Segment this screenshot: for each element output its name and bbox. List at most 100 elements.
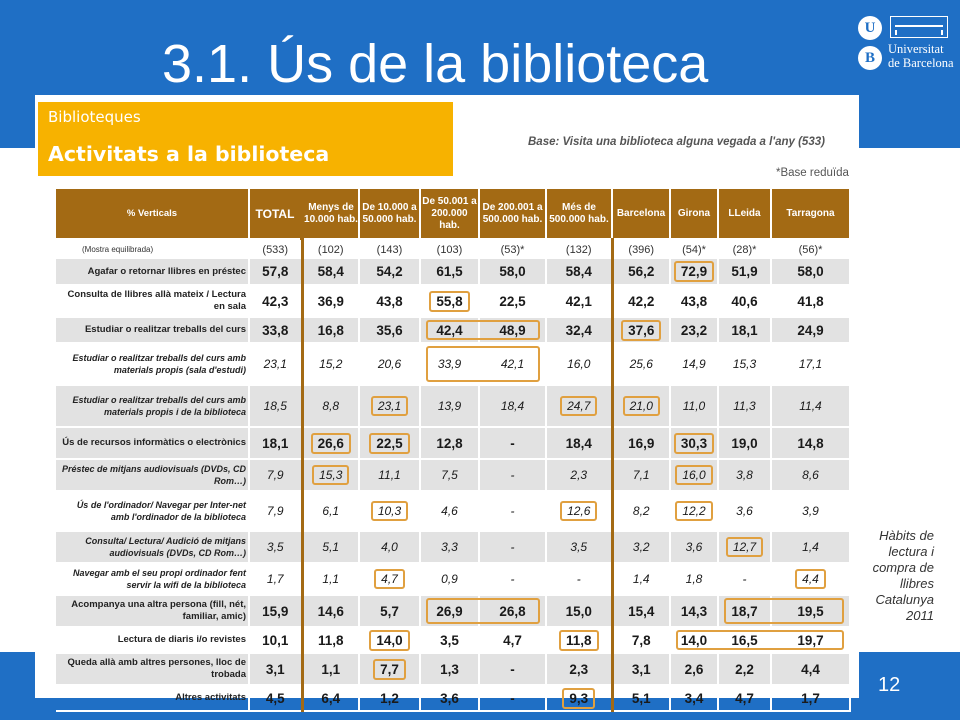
cell-value: 26,9 [436,603,463,619]
row-label: Acompanya una altra persona (fill, nét, … [56,595,250,628]
table-cell: 0,9 [420,563,480,596]
cell-value: 4,7 [503,632,522,648]
table-cell: 4,5 [249,685,304,712]
cell-value: 42,4 [436,322,463,338]
cell-value: 41,8 [797,293,824,309]
cell-value: - [510,435,515,451]
cell-value: 54,2 [376,264,403,279]
table-cell: 58,0 [771,259,851,286]
table-cell: 3,9 [771,491,851,532]
cell-value: 10,3 [370,501,409,521]
cell-value: 58,0 [797,264,824,279]
table-cell: 33,9 [420,343,480,386]
column-header: Girona [670,189,719,240]
section-title: Activitats a la biblioteca [48,142,330,166]
cell-value: 25,6 [629,357,653,371]
cell-value: 3,1 [265,661,285,677]
cell-value: 4,4 [801,661,820,677]
table-cell: 8,8 [302,385,360,428]
row-label: Lectura de diaris i/o revistes [56,627,250,654]
cell-value: 12,6 [560,501,598,521]
cell-value: 16,0 [675,465,713,485]
cell-value: 55,8 [429,290,470,312]
row-label: Estudiar o realitzar treballs del curs a… [56,385,250,428]
cell-value: 12,7 [725,537,764,557]
logo-seal-b-icon: B [858,46,882,70]
table-cell: 1,4 [612,563,671,596]
cell-value: 5,7 [380,603,399,619]
cell-value: 42,3 [262,293,289,309]
table-cell: 5,7 [359,595,421,628]
cell-value: 7,9 [266,468,284,482]
cell-value: 3,6 [736,504,753,518]
cell-value: - [510,572,515,586]
table-cell: 61,5 [420,259,480,286]
cell-value: 51,9 [731,264,758,279]
table-cell: 11,8 [302,627,360,654]
table-cell: 35,6 [359,317,421,344]
cell-value: 1,4 [802,540,819,554]
column-header: De 50.001 a 200.000 hab. [420,189,480,240]
cell-value: 15,3 [312,465,350,485]
table-cell: 1,8 [670,563,719,596]
table-cell: 23,1 [249,343,304,386]
table-cell: 15,2 [302,343,360,386]
cell-value: 1,3 [440,661,459,677]
table-cell: 3,1 [249,653,304,686]
cell-value: 18,4 [500,399,525,413]
table-cell: 3,6 [670,531,719,564]
cell-value: 14,6 [317,603,344,619]
cell-value: 42,1 [500,357,525,371]
table-cell: 2,6 [670,653,719,686]
table-cell: 11,4 [771,385,851,428]
table-cell: 1,2 [359,685,421,712]
cell-value: 26,8 [499,603,526,619]
table-cell: 40,6 [718,285,772,318]
slide-title: 3.1. Ús de la biblioteca [162,34,709,94]
table-cell: 26,8 [479,595,547,628]
cell-value: 3,9 [802,504,819,518]
cell-value: 24,9 [797,322,824,338]
cell-value: 7,1 [632,468,650,482]
cell-value: 1,2 [380,690,399,706]
table-cell: 13,9 [420,385,480,428]
table-cell: 5,1 [302,531,360,564]
table-row: Queda allà amb altres persones, lloc de … [56,653,851,686]
table-cell: 18,1 [249,427,304,460]
table-cell: 1,7 [249,563,304,596]
cell-value: 3,2 [632,540,650,554]
table-cell: - [479,653,547,686]
cell-value: 58,4 [565,264,592,279]
cell-value: 58,0 [499,264,526,279]
reduced-base-note: *Base reduïda [776,167,849,179]
cell-value: 14,0 [680,632,708,648]
cell-value: 3,1 [631,661,651,677]
cell-value: 56,2 [628,264,655,279]
table-cell: 19,5 [771,595,851,628]
table-row: Estudiar o realitzar treballs del curs a… [56,343,851,386]
table-row: Préstec de mitjans audiovisuals (DVDs, C… [56,459,851,492]
table-cell: 4,0 [359,531,421,564]
table-cell: 23,2 [670,317,719,344]
cell-value: 3,5 [440,632,459,648]
column-header: Menys de 10.000 hab. [302,189,360,240]
cell-value: - [510,504,515,518]
table-cell: 26,9 [420,595,480,628]
table-cell: 15,3 [302,459,360,492]
sample-base-row: (Mostra equilibrada) (533) (102) (143) (103)… [56,239,851,259]
cell-value: 3,6 [685,540,703,554]
cell-value: 18,1 [262,435,289,451]
table-cell: 33,8 [249,317,304,344]
table-cell: 4,6 [420,491,480,532]
table-cell: 12,7 [718,531,772,564]
cell-value: 43,8 [376,293,403,309]
column-header: LLeida [718,189,772,240]
cell-value: 9,3 [562,687,596,709]
cell-value: 42,1 [565,293,592,309]
cell-value: 5,1 [322,540,340,554]
column-header: De 10.000 a 50.000 hab. [359,189,421,240]
cell-value: 15,0 [565,603,592,619]
university-logo: U B Universitat de Barcelona [852,12,956,76]
table-cell: 7,5 [420,459,480,492]
table-cell: 3,2 [612,531,671,564]
